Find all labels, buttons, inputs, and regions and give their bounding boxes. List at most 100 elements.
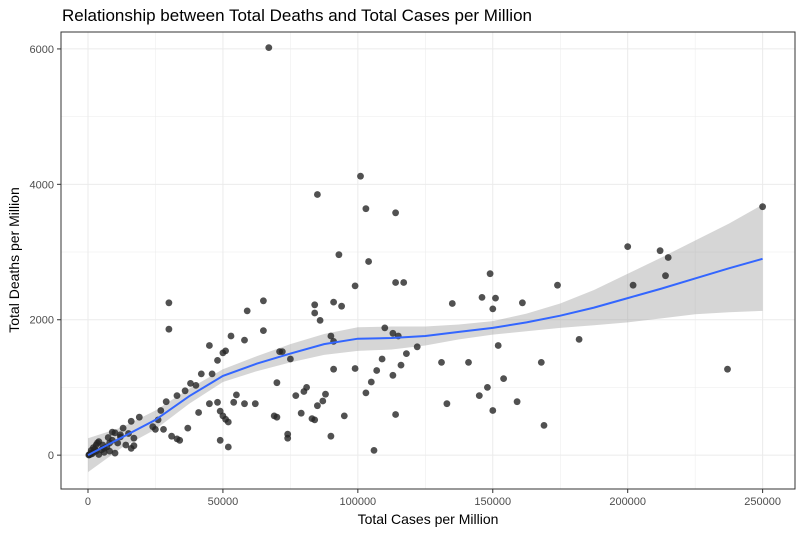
data-point	[629, 281, 637, 289]
data-point	[475, 392, 483, 399]
smooth-fit-line	[87, 257, 763, 456]
data-point	[724, 365, 731, 373]
data-point	[362, 205, 370, 213]
data-point	[656, 247, 664, 255]
data-point	[303, 384, 310, 391]
data-point	[297, 409, 305, 417]
chart-title: Relationship between Total Deaths and To…	[62, 6, 532, 25]
data-point	[176, 436, 184, 444]
data-point	[222, 347, 230, 355]
data-point	[478, 294, 486, 301]
data-point	[100, 449, 108, 456]
data-point	[489, 407, 497, 414]
data-point	[104, 434, 112, 441]
y-tick-label: 6000	[30, 44, 54, 56]
data-point	[122, 441, 130, 449]
data-point	[216, 436, 224, 444]
data-point	[664, 254, 672, 261]
data-point	[314, 402, 321, 410]
data-point	[206, 342, 213, 349]
data-point	[224, 418, 232, 426]
x-tick-label: 150000	[474, 496, 511, 508]
data-point	[157, 407, 165, 414]
data-point	[260, 297, 267, 305]
data-point	[365, 258, 372, 265]
data-point	[397, 361, 405, 369]
data-point	[370, 447, 378, 454]
data-point	[362, 389, 370, 397]
data-point	[484, 384, 491, 391]
data-point	[292, 392, 300, 399]
y-tick-label: 2000	[30, 315, 54, 327]
data-point	[575, 336, 583, 343]
data-point	[351, 282, 359, 290]
data-point	[357, 172, 364, 180]
data-point	[311, 301, 319, 309]
x-axis-ticks: 0 50000 100000 150000 200000 250000	[85, 489, 781, 508]
data-point	[389, 371, 397, 379]
data-point	[127, 445, 135, 452]
x-tick-label: 100000	[339, 496, 376, 508]
data-point	[287, 355, 294, 363]
confidence-band	[88, 204, 763, 473]
y-axis-ticks: 0 2000 4000 6000	[30, 44, 61, 462]
x-tick-label: 50000	[208, 496, 239, 508]
data-point	[443, 400, 451, 408]
data-point	[149, 423, 157, 431]
data-point	[243, 307, 251, 315]
data-point	[311, 416, 319, 424]
data-point	[392, 209, 399, 217]
data-point	[168, 432, 176, 440]
data-point	[489, 305, 497, 313]
data-point	[373, 367, 381, 374]
data-point	[208, 370, 216, 378]
x-tick-label: 0	[85, 496, 91, 508]
smooth-line	[87, 257, 763, 456]
data-point	[759, 203, 766, 211]
data-point	[351, 365, 359, 372]
data-point	[173, 392, 181, 399]
data-point	[260, 327, 267, 334]
data-point	[106, 447, 113, 455]
data-point	[284, 430, 292, 438]
data-point	[494, 342, 502, 349]
data-point	[251, 400, 259, 408]
data-point	[338, 302, 345, 310]
data-point	[624, 243, 632, 251]
data-point	[540, 422, 548, 429]
data-point	[330, 298, 337, 306]
data-point	[403, 350, 410, 357]
plot-panel	[61, 32, 795, 489]
data-point	[160, 426, 167, 433]
data-point	[94, 439, 101, 447]
data-point	[181, 387, 189, 395]
data-point	[265, 44, 273, 51]
data-point	[187, 380, 194, 387]
data-point	[95, 451, 103, 458]
data-point	[135, 413, 143, 421]
data-point	[119, 424, 127, 432]
data-point	[162, 398, 170, 406]
data-point	[330, 365, 337, 373]
data-point	[392, 411, 399, 418]
data-point	[184, 424, 192, 432]
data-point	[241, 400, 248, 408]
data-point	[335, 251, 343, 259]
data-point	[316, 317, 324, 324]
data-point	[165, 325, 173, 333]
data-point	[233, 391, 240, 399]
data-point	[500, 375, 507, 382]
data-point	[413, 343, 421, 351]
data-point	[273, 413, 281, 421]
data-point	[214, 398, 221, 406]
data-point	[206, 400, 213, 408]
data-point	[197, 370, 205, 378]
data-point	[241, 336, 248, 344]
data-point	[195, 409, 203, 416]
data-point	[327, 432, 335, 440]
data-point	[448, 300, 456, 307]
data-point	[214, 357, 221, 364]
y-tick-label: 4000	[30, 179, 54, 191]
data-point	[130, 434, 138, 442]
